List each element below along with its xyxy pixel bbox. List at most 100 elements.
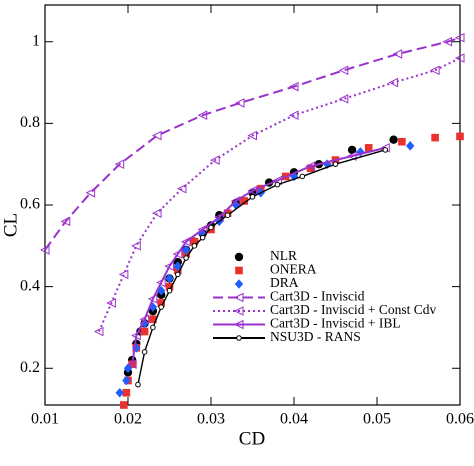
marker <box>122 388 131 397</box>
legend-marker <box>234 279 244 289</box>
x-axis-label: CD <box>239 428 265 449</box>
marker <box>123 363 133 374</box>
marker <box>190 237 199 246</box>
marker <box>274 181 281 188</box>
marker <box>39 245 50 255</box>
marker <box>151 208 162 218</box>
marker <box>429 65 440 76</box>
marker <box>208 224 214 231</box>
legend-marker <box>233 319 244 330</box>
legend-label: Cart3D - Inviscid <box>270 289 365 304</box>
marker <box>114 159 125 169</box>
marker <box>120 401 128 409</box>
legend-label: NSU3D - RANS <box>270 329 361 344</box>
marker <box>454 32 465 43</box>
plot-frame <box>44 4 461 406</box>
marker <box>288 110 299 121</box>
marker <box>247 130 257 141</box>
marker <box>60 216 71 227</box>
x-tick-label: 0.02 <box>114 411 142 428</box>
marker <box>151 130 162 141</box>
marker <box>131 330 141 341</box>
legend-marker <box>233 306 244 316</box>
marker <box>181 245 191 255</box>
marker <box>406 141 415 151</box>
marker <box>249 194 256 200</box>
marker <box>175 271 181 278</box>
marker <box>93 326 104 337</box>
marker <box>165 282 174 291</box>
marker <box>166 287 173 294</box>
marker <box>140 318 149 329</box>
legend-marker <box>235 266 243 275</box>
marker <box>164 261 174 272</box>
marker <box>183 255 189 261</box>
series-line <box>98 57 461 332</box>
x-tick-label: 0.03 <box>197 411 225 428</box>
marker <box>456 132 464 141</box>
marker <box>338 94 349 104</box>
series-line <box>44 36 461 251</box>
x-tick-label: 0.04 <box>280 411 308 428</box>
marker <box>165 273 174 284</box>
marker <box>122 375 131 386</box>
marker <box>173 261 182 272</box>
y-tick-label: 1 <box>32 32 40 49</box>
marker <box>338 65 349 76</box>
marker <box>191 243 198 249</box>
marker <box>139 314 150 325</box>
series-line <box>137 149 386 385</box>
marker <box>230 196 241 206</box>
x-tick-label: 0.01 <box>31 411 59 428</box>
marker <box>199 234 206 241</box>
marker <box>127 359 137 369</box>
y-tick-label: 0.8 <box>20 114 40 131</box>
marker <box>240 197 248 205</box>
marker <box>442 36 453 47</box>
marker <box>224 212 231 219</box>
marker <box>140 327 149 336</box>
legend-label: Cart3D - Inviscid + IBL <box>270 316 401 331</box>
marker <box>158 304 164 310</box>
marker <box>247 185 257 196</box>
y-tick-label: 0.6 <box>20 196 40 213</box>
legend-label: Cart3D - Inviscid + Const Cdv <box>270 302 436 317</box>
y-tick-label: 0.2 <box>20 359 40 376</box>
marker <box>398 137 406 146</box>
marker <box>157 299 165 307</box>
marker <box>392 49 403 59</box>
marker <box>150 324 156 331</box>
series-line <box>131 146 386 365</box>
marker <box>115 387 124 398</box>
marker <box>299 173 306 180</box>
marker <box>388 77 399 88</box>
legend-marker <box>236 335 242 341</box>
legend-marker <box>234 252 244 262</box>
marker <box>149 315 157 324</box>
marker <box>141 349 148 355</box>
marker <box>454 53 465 63</box>
marker <box>346 151 357 161</box>
marker <box>382 147 389 153</box>
marker <box>288 81 299 92</box>
marker <box>157 285 166 296</box>
marker <box>431 133 439 142</box>
y-axis-label: CL <box>0 213 21 237</box>
legend-label: ONERA <box>270 262 317 277</box>
marker <box>210 155 220 165</box>
marker <box>118 269 129 280</box>
marker <box>147 294 158 304</box>
marker <box>176 183 187 194</box>
x-tick-label: 0.06 <box>446 411 474 428</box>
marker <box>364 144 373 152</box>
marker <box>156 277 166 288</box>
marker <box>197 110 208 121</box>
legend-marker <box>233 292 244 303</box>
marker <box>289 171 299 182</box>
marker <box>131 241 141 251</box>
marker <box>214 212 224 223</box>
marker <box>180 236 191 247</box>
marker <box>197 224 208 235</box>
marker <box>305 161 316 172</box>
